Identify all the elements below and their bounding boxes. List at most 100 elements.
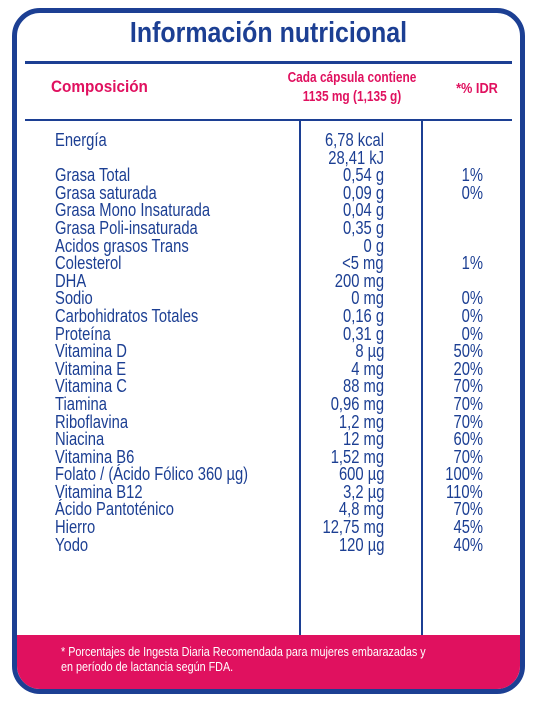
table-row: Grasa Mono Insaturada 0,04 g <box>17 201 520 219</box>
nutrient-name: Colesterol <box>55 253 122 274</box>
nutrient-name: Acidos grasos Trans <box>55 235 189 256</box>
panel-title: Información nutricional <box>129 17 408 49</box>
per-capsule-header-line2: 1135 mg (1,135 g) <box>302 89 402 105</box>
nutrient-name: Energía <box>55 130 107 150</box>
table-row: Vitamina E 4 mg 20% <box>17 360 520 378</box>
table-row: Vitamina B6 1,52 mg 70% <box>17 448 520 466</box>
nutrient-idr: 70% <box>453 393 483 414</box>
table-row: Acidos grasos Trans 0 g <box>17 237 520 255</box>
nutrient-value: 4,8 mg <box>338 499 384 520</box>
nutrient-value: 120 µg <box>338 534 384 555</box>
table-row: Folato / (Ácido Fólico 360 µg) 600 µg 100% <box>17 465 520 483</box>
nutrient-value: 1,2 mg <box>338 411 384 432</box>
nutrient-value: 0,09 g <box>342 182 384 203</box>
nutrient-value: 0 g <box>363 235 384 256</box>
nutrient-value: 0,16 g <box>342 305 384 326</box>
nutrient-name: Vitamina D <box>55 341 127 362</box>
column-divider-left <box>299 121 301 651</box>
per-capsule-header: Cada cápsula contiene 1135 mg (1,135 g) <box>274 69 430 107</box>
table-row: Yodo 120 µg 40% <box>17 536 520 554</box>
nutrient-idr: 50% <box>453 341 483 362</box>
nutrient-value: 12,75 mg <box>322 517 384 538</box>
nutrient-name: Tiamina <box>55 393 107 414</box>
nutrient-idr: 70% <box>453 376 483 397</box>
nutrient-value: 0,04 g <box>342 200 384 221</box>
nutrient-idr: 1% <box>461 253 483 274</box>
nutrient-table-body: Energía 6,78 kcal 28,41 kJ Grasa Total 0,54 … <box>17 131 520 554</box>
footnote: * Porcentajes de Ingesta Diaria Recomend… <box>61 644 509 674</box>
nutrient-name: Vitamina B12 <box>55 481 143 502</box>
nutrient-name: Grasa Mono Insaturada <box>55 200 211 221</box>
table-row: Ácido Pantoténico 4,8 mg 70% <box>17 500 520 518</box>
nutrient-name: DHA <box>55 270 87 291</box>
nutrient-name: Grasa Total <box>55 165 131 186</box>
nutrient-name: Niacina <box>55 429 105 450</box>
nutrient-value: 0,31 g <box>342 323 384 344</box>
nutrient-name: Riboflavina <box>55 411 129 432</box>
table-row: Energía 6,78 kcal <box>17 131 520 149</box>
footnote-band: * Porcentajes de Ingesta Diaria Recomend… <box>17 635 520 689</box>
title-divider <box>25 61 512 64</box>
nutrient-idr: 40% <box>453 534 483 555</box>
idr-header: *% IDR <box>456 80 498 97</box>
nutrient-idr: 0% <box>461 288 483 309</box>
nutrient-idr: 20% <box>453 358 483 379</box>
nutrient-idr: 70% <box>453 499 483 520</box>
nutrient-value: 0 mg <box>351 288 384 309</box>
table-row: Niacina 12 mg 60% <box>17 430 520 448</box>
table-row: Grasa saturada 0,09 g 0% <box>17 184 520 202</box>
nutrient-value: 1,52 mg <box>330 446 384 467</box>
table-row: Hierro 12,75 mg 45% <box>17 518 520 536</box>
table-row: DHA 200 mg <box>17 272 520 290</box>
nutrient-idr: 0% <box>461 182 483 203</box>
nutrient-name: Hierro <box>55 517 96 538</box>
nutrient-value: 8 µg <box>354 341 384 362</box>
table-row: Vitamina B12 3,2 µg 110% <box>17 483 520 501</box>
nutrient-name: Folato / (Ácido Fólico 360 µg) <box>55 464 249 485</box>
footnote-line-1: * Porcentajes de Ingesta Diaria Recomend… <box>61 644 426 659</box>
nutrient-value: 0,96 mg <box>330 393 384 414</box>
per-capsule-header-line1: Cada cápsula contiene <box>287 70 417 86</box>
table-row: Grasa Poli-insaturada 0,35 g <box>17 219 520 237</box>
nutrient-name: Sodio <box>55 288 93 309</box>
nutrient-idr: 70% <box>453 446 483 467</box>
column-divider-right <box>421 121 423 651</box>
nutrient-value: 0,35 g <box>342 217 384 238</box>
header-divider <box>25 119 512 121</box>
table-row: Riboflavina 1,2 mg 70% <box>17 413 520 431</box>
footnote-line-2: en período de lactancia según FDA. <box>61 659 234 674</box>
table-row: Carbohidratos Totales 0,16 g 0% <box>17 307 520 325</box>
table-row: Proteína 0,31 g 0% <box>17 325 520 343</box>
nutrient-value: 600 µg <box>338 464 384 485</box>
nutrient-name: Vitamina C <box>55 376 127 397</box>
nutrient-name: Yodo <box>55 534 89 555</box>
nutrient-name: Ácido Pantoténico <box>55 499 174 520</box>
nutrient-idr: 60% <box>453 429 483 450</box>
composition-header: Composición <box>51 77 148 96</box>
nutrient-value: 12 mg <box>342 429 384 450</box>
nutrient-name: Grasa saturada <box>55 182 157 203</box>
nutrient-name: Grasa Poli-insaturada <box>55 217 198 238</box>
table-row: Colesterol <5 mg 1% <box>17 254 520 272</box>
table-row: Sodio 0 mg 0% <box>17 289 520 307</box>
nutrition-facts-panel: Información nutricional Composición Cada… <box>12 8 525 694</box>
table-row: 28,41 kJ <box>17 149 520 167</box>
nutrient-value: <5 mg <box>342 253 384 274</box>
nutrient-idr: 70% <box>453 411 483 432</box>
nutrient-idr: 45% <box>453 517 483 538</box>
table-row: Vitamina D 8 µg 50% <box>17 342 520 360</box>
table-header: Composición Cada cápsula contiene 1135 m… <box>17 65 520 117</box>
nutrient-value: 200 mg <box>334 270 384 291</box>
nutrient-idr: 0% <box>461 323 483 344</box>
table-row: Grasa Total 0,54 g 1% <box>17 166 520 184</box>
table-row: Vitamina C 88 mg 70% <box>17 377 520 395</box>
nutrient-value: 88 mg <box>342 376 384 397</box>
nutrient-idr: 0% <box>461 305 483 326</box>
nutrient-idr: 100% <box>445 464 483 485</box>
nutrient-value: 6,78 kcal <box>324 130 384 150</box>
table-row: Tiamina 0,96 mg 70% <box>17 395 520 413</box>
nutrient-name: Vitamina B6 <box>55 446 135 467</box>
nutrient-name: Vitamina E <box>55 358 127 379</box>
nutrient-value: 4 mg <box>351 358 384 379</box>
nutrient-idr: 1% <box>461 165 483 186</box>
